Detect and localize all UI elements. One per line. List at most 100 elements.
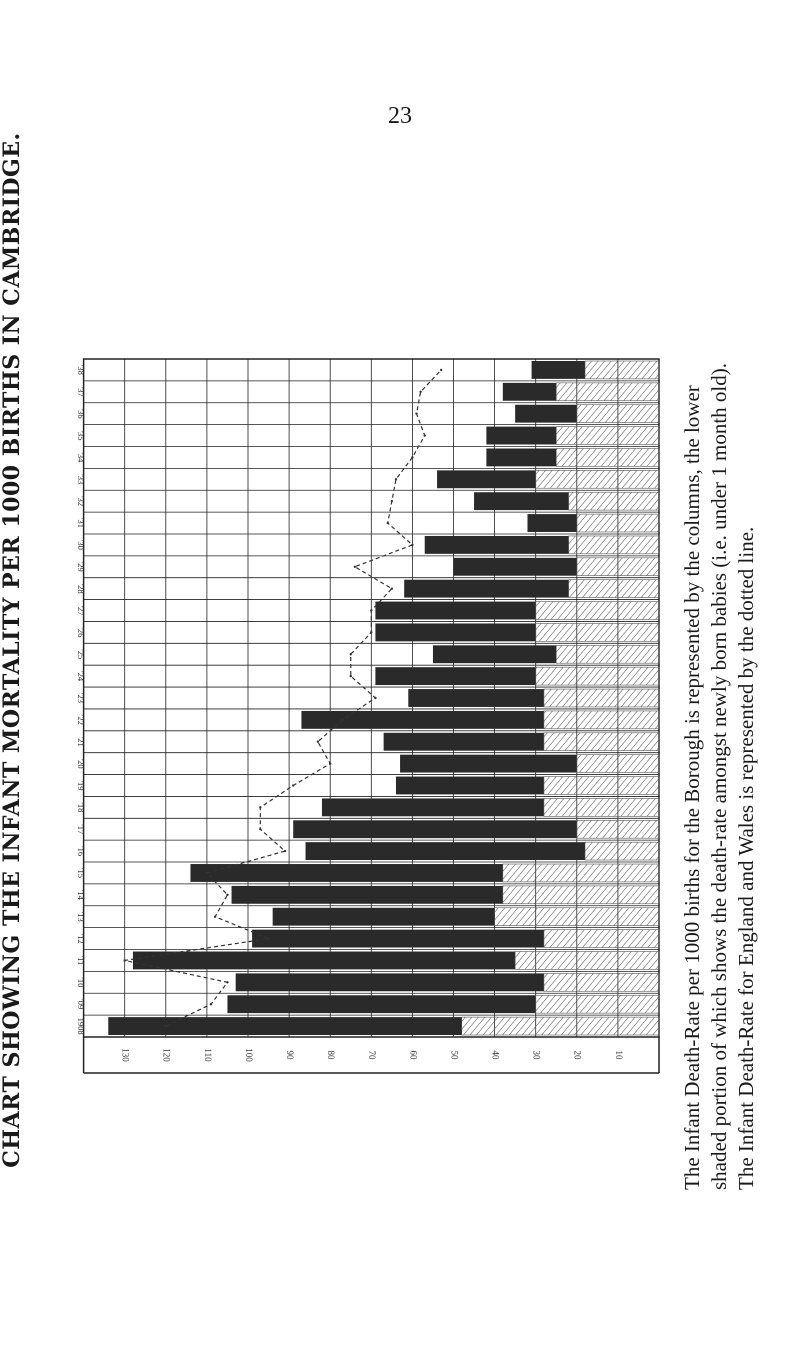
value-tick-label: 50 — [449, 1051, 459, 1061]
year-label: '24 — [76, 671, 86, 682]
ew-point-'22 — [341, 718, 344, 722]
column-'37 — [502, 382, 557, 401]
column-neonatal-'10 — [543, 973, 660, 992]
year-label: '30 — [76, 540, 86, 550]
year-label: 1908 — [76, 1018, 86, 1035]
year-label: '18 — [76, 802, 86, 812]
column-neonatal-'19 — [543, 776, 660, 795]
column-'30 — [424, 535, 569, 554]
ew-point-'18 — [259, 806, 262, 809]
year-label: '21 — [76, 737, 86, 747]
column-1908 — [108, 1017, 462, 1035]
column-neonatal-'12 — [543, 929, 660, 948]
column-neonatal-'14 — [502, 885, 660, 905]
ew-point-'34 — [411, 456, 414, 459]
column-neonatal-'22 — [543, 710, 660, 730]
column-'18 — [321, 798, 544, 817]
ew-point-'21 — [316, 740, 320, 743]
column-neonatal-'17 — [576, 819, 660, 839]
column-neonatal-'27 — [535, 601, 660, 620]
ew-point-'37 — [419, 390, 422, 394]
year-label: '15 — [76, 868, 86, 878]
column-'10 — [235, 973, 544, 992]
year-label: '14 — [76, 890, 86, 901]
year-label: '37 — [76, 387, 86, 397]
column-'24 — [375, 667, 536, 686]
year-label: '17 — [76, 824, 86, 834]
year-label: '10 — [76, 977, 86, 987]
column-neonatal-'25 — [555, 645, 660, 664]
column-neonatal-'18 — [543, 798, 660, 817]
year-label: '22 — [76, 715, 86, 725]
value-tick-label: 60 — [408, 1051, 418, 1061]
caption-line-1: The Infant Death-Rate per 1000 births fo… — [680, 385, 704, 1190]
year-label: '16 — [76, 846, 86, 856]
column-neonatal-'23 — [543, 688, 660, 708]
column-'16 — [305, 842, 586, 861]
column-neonatal-'26 — [535, 623, 660, 642]
ew-point-'36 — [415, 412, 418, 415]
column-'15 — [190, 864, 503, 882]
ew-point-'33 — [394, 478, 398, 481]
column-'12 — [252, 929, 544, 948]
england-wales-dotted-line — [123, 368, 443, 1028]
column-'11 — [132, 951, 516, 970]
column-'26 — [375, 623, 536, 642]
ew-point-'32 — [390, 499, 394, 503]
column-'25 — [432, 645, 557, 664]
ew-point-'09 — [209, 1002, 213, 1006]
ew-point-'12 — [267, 937, 270, 940]
column-'35 — [486, 426, 557, 445]
column-neonatal-'29 — [576, 557, 660, 577]
year-label: '28 — [76, 584, 86, 594]
year-label: '32 — [76, 496, 86, 506]
column-'36 — [515, 404, 577, 423]
chart-caption: The Infant Death-Rate per 1000 births fo… — [679, 190, 787, 1190]
year-label: '27 — [76, 605, 86, 615]
column-'34 — [486, 448, 557, 467]
year-label: '11 — [76, 956, 86, 966]
ew-point-'25 — [349, 653, 352, 656]
ew-point-'19 — [292, 784, 295, 787]
column-'22 — [301, 710, 544, 729]
column-neonatal-'38 — [584, 360, 660, 380]
column-'27 — [375, 601, 536, 620]
ew-point-'26 — [370, 631, 373, 634]
column-'28 — [404, 579, 569, 598]
value-tick-label: 110 — [203, 1048, 213, 1062]
column-neonatal-'15 — [502, 863, 660, 883]
ew-point-'17 — [259, 828, 262, 831]
value-tick-label: 100 — [244, 1048, 254, 1062]
ew-point-'35 — [423, 434, 426, 437]
column-'31 — [527, 514, 577, 532]
value-tick-label: 80 — [326, 1051, 336, 1061]
column-neonatal-'37 — [555, 382, 660, 402]
column-'38 — [531, 361, 586, 379]
year-label: '36 — [76, 409, 86, 419]
column-'17 — [293, 820, 577, 839]
column-neonatal-'36 — [576, 404, 660, 423]
column-'33 — [437, 470, 536, 489]
ew-point-'13 — [213, 915, 217, 918]
year-label: '12 — [76, 934, 86, 944]
ew-point-1908 — [164, 1024, 167, 1028]
chart-labels: 1908 '09 '10 '11 '12 '13 '14 '15 '16 '17 '18 '19 '20… — [76, 365, 624, 1062]
year-label: '20 — [76, 759, 86, 769]
year-label: '23 — [76, 693, 86, 703]
column-neonatal-'32 — [568, 491, 660, 511]
column-neonatal-'21 — [543, 732, 660, 751]
year-label: '26 — [76, 627, 86, 637]
chart-columns — [108, 360, 660, 1036]
ew-point-'30 — [411, 543, 414, 547]
year-label: '25 — [76, 649, 86, 659]
column-'29 — [453, 557, 577, 576]
column-'14 — [231, 885, 503, 904]
column-'23 — [408, 689, 544, 707]
column-neonatal-'13 — [494, 907, 660, 926]
caption-line-3: The Infant Death-Rate for England and Wa… — [734, 526, 758, 1190]
year-label: '35 — [76, 431, 86, 441]
column-neonatal-1908 — [461, 1016, 660, 1036]
ew-point-'28 — [390, 587, 394, 590]
column-neonatal-'28 — [568, 579, 660, 598]
